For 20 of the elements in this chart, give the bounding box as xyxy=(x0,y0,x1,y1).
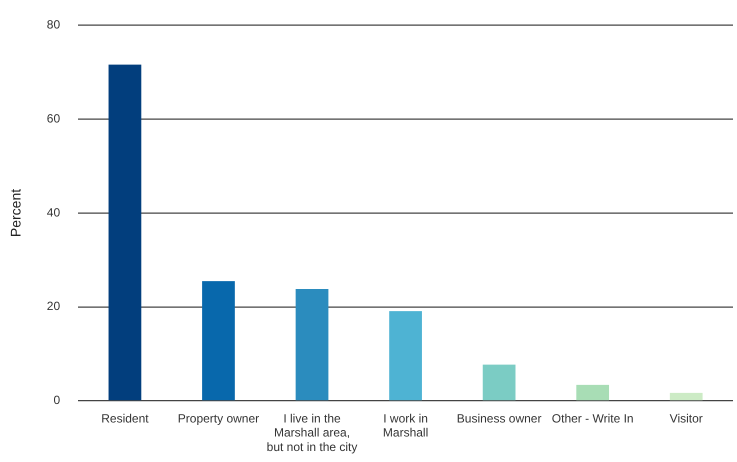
bar xyxy=(202,281,235,400)
x-tick-label: I live in the Marshall area, but not in the city xyxy=(266,411,358,454)
bar xyxy=(576,384,610,400)
bar xyxy=(389,311,422,400)
y-tick-label: 20 xyxy=(46,299,60,314)
y-tick-label: 40 xyxy=(46,205,60,220)
x-tick-label: Property owner xyxy=(178,411,260,426)
x-tick-label: Other - Write In xyxy=(552,411,634,426)
bar xyxy=(670,392,703,400)
y-tick-label: 80 xyxy=(46,18,60,32)
bar xyxy=(482,364,516,400)
y-tick-label: 60 xyxy=(46,111,60,126)
x-tick-label: Business owner xyxy=(456,411,542,426)
bar xyxy=(108,64,142,400)
x-tick-label: I work in Marshall xyxy=(382,411,428,440)
x-tick-label: Visitor xyxy=(670,411,703,426)
y-tick-label: 0 xyxy=(53,393,60,408)
y-axis-title: Percent xyxy=(7,188,24,238)
bar xyxy=(296,289,328,400)
x-tick-label: Resident xyxy=(101,411,150,426)
